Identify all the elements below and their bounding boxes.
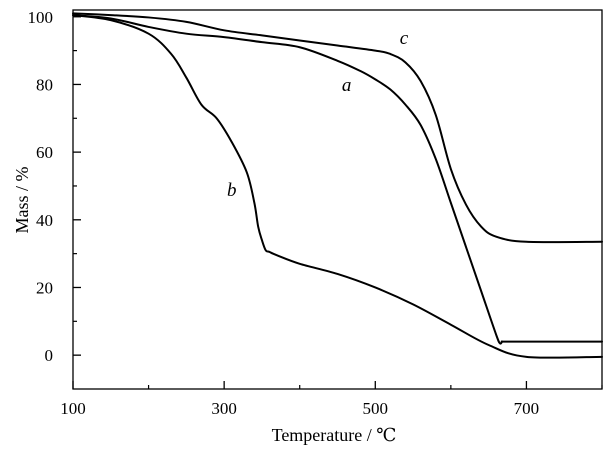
x-tick-label: 500 <box>363 399 389 418</box>
annotations-group: a b c <box>227 28 409 201</box>
ticks-group <box>72 16 603 389</box>
x-axis-label: Temperature / ℃ <box>272 425 397 445</box>
x-tick-label: 700 <box>514 399 540 418</box>
plot-frame <box>72 9 603 390</box>
y-tick-label: 80 <box>36 75 53 94</box>
y-tick-label: 0 <box>45 346 54 365</box>
y-tick-label: 40 <box>36 211 53 230</box>
curve-c <box>72 12 603 244</box>
curves-group <box>72 12 603 359</box>
curve-label-b: b <box>227 180 237 201</box>
curve-label-c: c <box>400 28 409 49</box>
x-tick-label: 100 <box>60 399 86 418</box>
y-axis-label: Mass / % <box>12 166 32 233</box>
curve-b <box>72 14 603 359</box>
tick-labels-group: 100 300 500 700 0 20 40 60 80 100 <box>28 8 540 418</box>
y-tick-label: 20 <box>36 278 53 297</box>
y-tick-label: 100 <box>28 8 54 27</box>
x-tick-label: 300 <box>211 399 237 418</box>
y-tick-label: 60 <box>36 143 53 162</box>
curve-label-a: a <box>342 75 352 96</box>
curve-a <box>72 14 603 345</box>
